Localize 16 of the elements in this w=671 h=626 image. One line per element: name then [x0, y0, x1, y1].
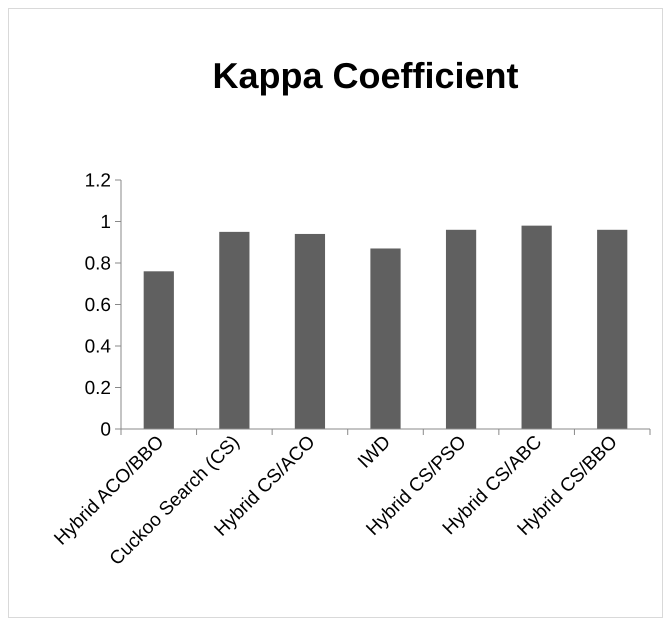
y-tick-label: 0.6: [84, 295, 111, 316]
bar: [370, 248, 401, 429]
y-tick-label: 0.8: [84, 254, 111, 275]
chart-title: Kappa Coefficient: [212, 55, 519, 96]
y-tick-label: 0: [100, 420, 111, 441]
bar: [144, 271, 174, 429]
bar: [522, 226, 552, 429]
bar: [446, 230, 476, 429]
y-tick-label: 0.2: [84, 378, 111, 400]
bar: [294, 234, 326, 429]
bar: [219, 232, 250, 429]
x-tick-label: IWD: [354, 432, 396, 473]
y-tick-label: 0.4: [84, 336, 112, 358]
y-tick-label: 1.2: [84, 170, 111, 192]
y-tick-label: 1: [100, 212, 111, 234]
bar: [597, 230, 628, 429]
